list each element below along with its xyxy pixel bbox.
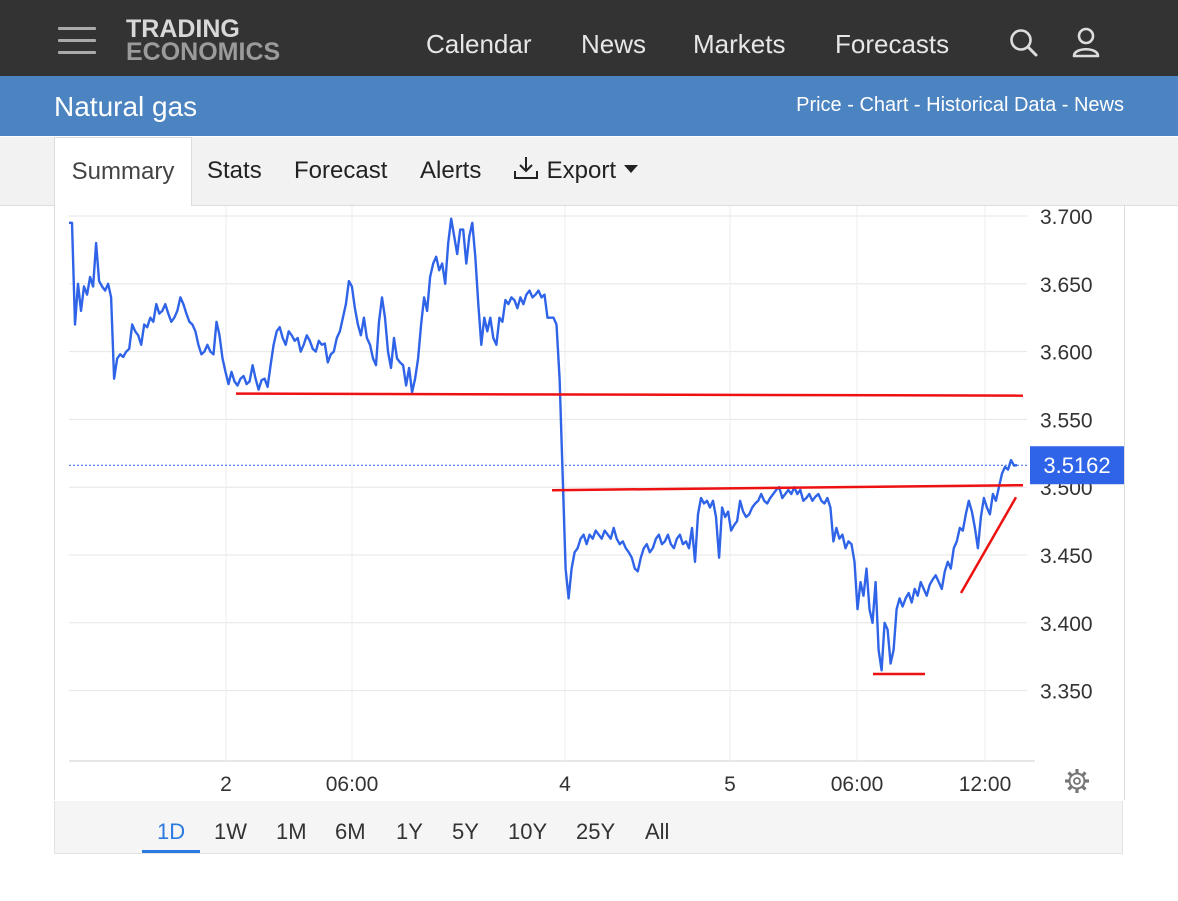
y-tick-label: 3.600 — [1040, 342, 1093, 365]
range-all[interactable]: All — [645, 819, 670, 844]
export-label: Export — [546, 157, 617, 184]
gear-icon[interactable] — [1065, 769, 1089, 793]
y-tick-label: 3.450 — [1040, 545, 1093, 568]
x-tick-label: 2 — [220, 773, 232, 796]
link-price[interactable]: Price — [796, 94, 842, 116]
search-icon[interactable] — [1008, 26, 1040, 60]
menu-icon[interactable] — [58, 27, 96, 55]
chart-annotations — [235, 392, 1024, 676]
current-price: 3.5162 — [69, 446, 1124, 485]
top-navbar: TRADING ECONOMICS Calendar News Markets … — [0, 0, 1178, 76]
resistance-line — [235, 392, 1024, 397]
x-tick-label: 06:00 — [326, 773, 379, 796]
caret-down-icon — [623, 165, 638, 173]
nav-markets[interactable]: Markets — [693, 29, 786, 59]
link-historical-data[interactable]: Historical Data — [926, 94, 1057, 116]
link-separator: - — [1056, 94, 1074, 116]
active-range-indicator — [142, 850, 200, 853]
support-line — [551, 483, 1024, 492]
chart-svg[interactable]: 3.7003.6503.6003.5503.5003.4503.4003.350… — [55, 206, 1124, 800]
chart-series — [69, 217, 1018, 672]
site-logo[interactable]: TRADING ECONOMICS — [126, 15, 281, 66]
y-tick-label: 3.350 — [1040, 681, 1093, 704]
logo-line1: TRADING — [126, 15, 240, 43]
range-6m[interactable]: 6M — [335, 819, 366, 844]
tab-summary[interactable]: Summary — [54, 137, 192, 206]
range-1y[interactable]: 1Y — [396, 819, 423, 844]
subheader-links: Price - Chart - Historical Data - News — [796, 94, 1124, 117]
x-tick-label: 4 — [559, 773, 571, 796]
tab-forecast[interactable]: Forecast — [294, 157, 388, 184]
nav-news[interactable]: News — [581, 29, 647, 59]
nav-calendar[interactable]: Calendar — [426, 29, 532, 59]
range-1m[interactable]: 1M — [276, 819, 307, 844]
trend-line — [959, 496, 1018, 594]
price-chart[interactable]: 3.700 3.650 3.600 3.550 3.500 3.450 3.400 3.350… — [54, 206, 1125, 800]
tabs-bar: Summary Stats Forecast Alerts Export — [0, 137, 1178, 206]
page-title: Natural gas — [54, 91, 198, 122]
link-separator: - — [908, 94, 927, 116]
range-25y[interactable]: 25Y — [576, 819, 616, 844]
y-tick-label: 3.700 — [1040, 206, 1093, 229]
y-tick-label: 3.550 — [1040, 409, 1093, 432]
link-news[interactable]: News — [1073, 94, 1124, 116]
x-tick-label: 12:00 — [959, 773, 1012, 796]
chart-grid — [69, 206, 1035, 762]
range-1d[interactable]: 1D — [157, 819, 186, 844]
y-tick-label: 3.400 — [1040, 613, 1093, 636]
tab-stats[interactable]: Stats — [207, 157, 262, 184]
range-1w[interactable]: 1W — [214, 819, 247, 844]
x-tick-label: 5 — [724, 773, 736, 796]
user-icon[interactable] — [1071, 26, 1103, 60]
logo-line2: ECONOMICS — [126, 38, 281, 66]
y-tick-label: 3.650 — [1040, 274, 1093, 297]
price-line — [69, 217, 1018, 672]
current-price-label: 3.5162 — [1043, 453, 1110, 478]
link-separator: - — [841, 94, 860, 116]
tab-alerts[interactable]: Alerts — [420, 157, 482, 184]
range-selector: 1D 1W 1M 6M 1Y 5Y 10Y 25Y All — [54, 801, 1123, 854]
current-price-badge — [1030, 446, 1124, 485]
link-chart[interactable]: Chart — [859, 94, 909, 116]
nav-forecasts[interactable]: Forecasts — [835, 29, 950, 59]
range-10y[interactable]: 10Y — [508, 819, 548, 844]
x-tick-label: 06:00 — [831, 773, 884, 796]
range-5y[interactable]: 5Y — [452, 819, 479, 844]
x-axis: 2 06:00 4 5 06:00 12:00 — [220, 773, 1011, 796]
subheader-bar — [0, 76, 1178, 136]
export-button[interactable]: Export — [512, 137, 639, 205]
download-icon — [514, 157, 538, 179]
